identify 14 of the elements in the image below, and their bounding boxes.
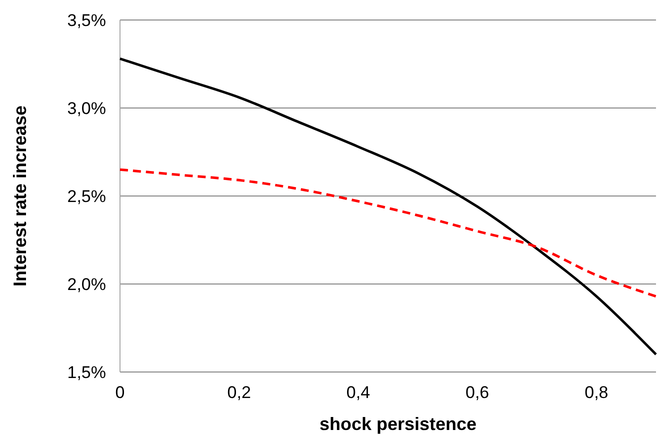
line-series [118, 168, 658, 298]
y-tick-label: 3,5% [67, 10, 106, 30]
x-tick-label: 0,2 [227, 383, 251, 402]
x-tick-label: 0,8 [584, 383, 608, 402]
y-tick-label: 1,5% [67, 362, 106, 382]
y-axis-title: Interest rate increase [10, 105, 30, 287]
x-tick-label: 0,6 [466, 383, 490, 402]
y-tick-label: 2,5% [67, 186, 106, 206]
y-tick-label: 3,0% [67, 98, 106, 118]
line-series [118, 57, 658, 356]
x-tick-label: 0 [115, 383, 125, 402]
x-tick-label: 0,4 [346, 383, 370, 402]
y-tick-label: 2,0% [67, 274, 106, 294]
x-axis-title: shock persistence [319, 414, 477, 434]
